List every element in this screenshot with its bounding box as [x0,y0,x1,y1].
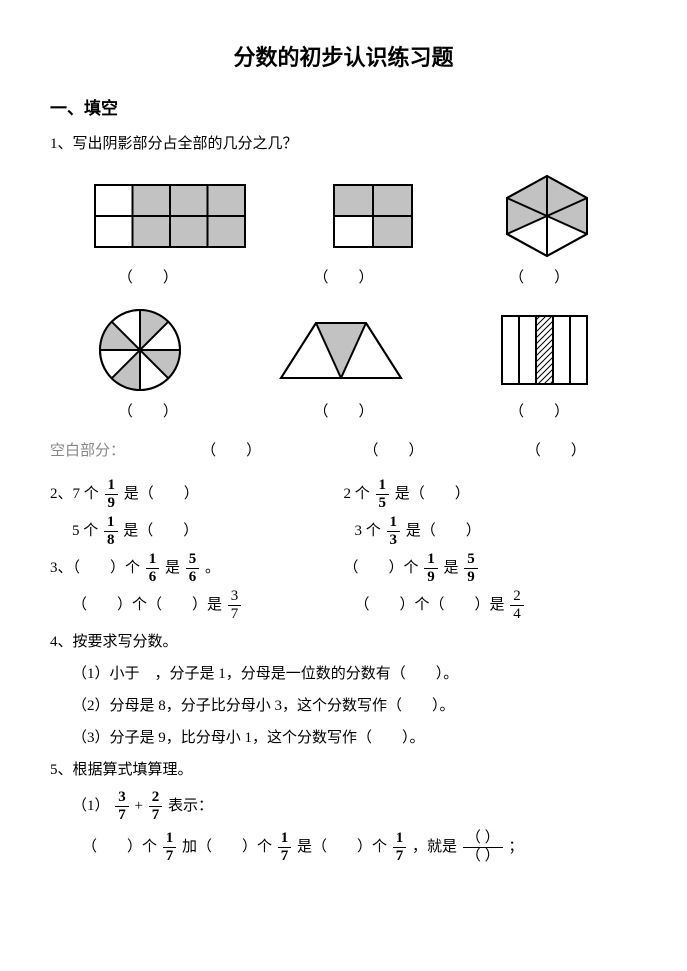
shape-trapezoid [276,313,406,388]
text: （ ）个 [344,560,419,576]
text: ； [508,839,523,855]
text: 是（ ）个 [297,839,387,855]
caption-row-2: （ ） （ ） （ ） [50,400,637,424]
text: 是（ ） [124,486,199,502]
question-4: 4、按要求写分数。 [50,630,637,654]
text: 3、（ ）个 [50,560,140,576]
answer-blank: （ ） [268,266,418,290]
shape-rect-2x4 [90,180,250,252]
caption-row-1: （ ） （ ） （ ） [50,266,637,290]
text: 加（ ）个 [182,839,272,855]
answer-blank: （ ） [464,266,614,290]
answer-blank: （ ） [73,400,223,424]
fraction-1-5: 15 [376,478,390,511]
question-5-1: （1） 37 + 27 表示： [50,790,637,823]
text: 2、7 个 [50,486,99,502]
question-1: 1、写出阴影部分占全部的几分之几？ [50,132,637,156]
fraction-1-8: 18 [104,515,118,548]
text: 是（ ） [395,486,470,502]
fraction-1-3: 13 [387,515,401,548]
question-5-1-expand: （ ）个 17 加（ ）个 17 是（ ）个 17 ，就是 （ ）（ ） ； [50,831,637,864]
text: （ ）个（ ）是 [355,597,505,613]
fraction-3-7: 37 [115,790,129,823]
text: 是 [165,560,180,576]
page-title: 分数的初步认识练习题 [50,40,637,75]
fraction-5-9: 59 [464,552,478,585]
shape-hexagon [497,171,597,261]
answer-blank: （ ） [475,439,637,463]
text: + [135,798,143,814]
text: 是（ ） [123,523,198,539]
section-heading-1: 一、填空 [50,95,637,122]
fraction-2-7: 27 [149,790,163,823]
answer-blank: （ ） [312,439,474,463]
fraction-1-6: 16 [146,552,160,585]
blank-part-label: 空白部分： [50,439,150,463]
shape-rect-2x2 [329,180,417,252]
text: 5 个 [72,523,98,539]
text: 。 [205,560,220,576]
question-4-1: （1）小于 ，分子是 1，分母是一位数的分数有（ ）。 [50,662,637,686]
question-4-2: （2）分母是 8，分子比分母小 3，这个分数写作（ ）。 [50,694,637,718]
fraction-blank: （ ）（ ） [463,831,503,864]
fraction-3-7: 37 [228,589,242,622]
answer-blank: （ ） [73,266,223,290]
fraction-1-7: 17 [163,831,177,864]
fraction-1-7: 17 [278,831,292,864]
fraction-1-9: 19 [424,552,438,585]
shape-circle-8 [95,305,185,395]
text: 3 个 [355,523,381,539]
shapes-row-1 [50,171,637,261]
fraction-5-6: 56 [186,552,200,585]
text: 表示： [168,798,213,814]
fraction-1-7: 17 [393,831,407,864]
answer-blank: （ ） [464,400,614,424]
blank-part-row: 空白部分： （ ） （ ） （ ） [50,439,637,463]
question-2-line-1: 2、7 个 19 是（ ） 2 个 15 是（ ） [50,478,637,511]
fraction-1-9: 19 [105,478,119,511]
text: 是（ ） [406,523,481,539]
text: （ ）个（ ）是 [72,597,222,613]
fraction-2-4: 24 [510,589,524,622]
question-3-line-1: 3、（ ）个 16 是 56 。 （ ）个 19 是 59 [50,552,637,585]
question-5: 5、根据算式填算理。 [50,758,637,782]
text: ，就是 [412,839,457,855]
question-3-line-2: （ ）个（ ）是 37 （ ）个（ ）是 24 [50,589,637,622]
text: 2 个 [344,486,370,502]
text: 是 [444,560,459,576]
text: （1） [72,798,110,814]
shapes-row-2 [50,305,637,395]
shape-stripes [497,311,592,389]
question-4-3: （3）分子是 9，比分母小 1，这个分数写作（ ）。 [50,726,637,750]
answer-blank: （ ） [268,400,418,424]
question-2-line-2: 5 个 18 是（ ） 3 个 13 是（ ） [50,515,637,548]
text: （ ）个 [82,839,157,855]
answer-blank: （ ） [150,439,312,463]
